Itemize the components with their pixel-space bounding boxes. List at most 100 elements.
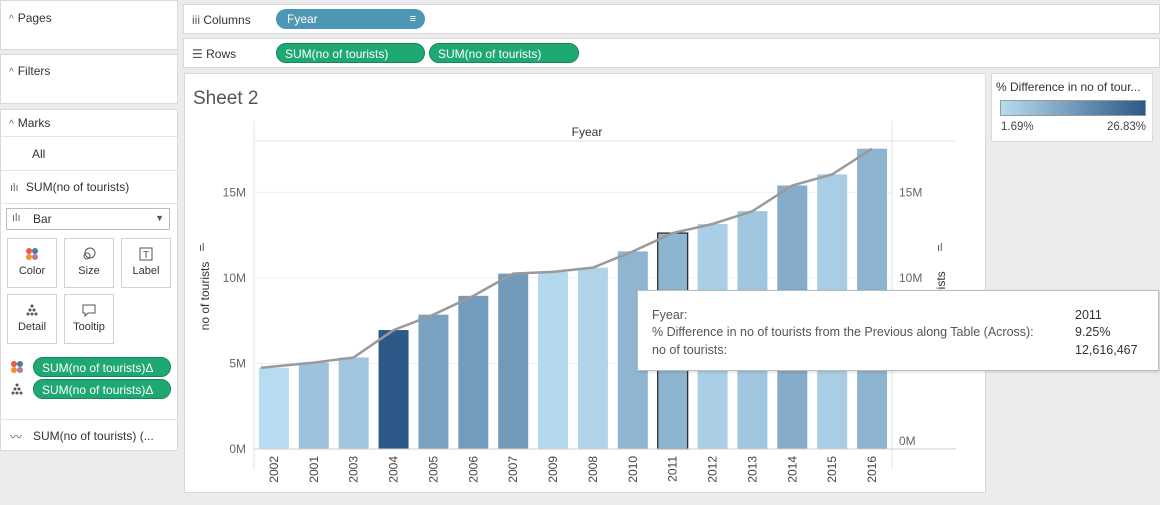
- x-tick-2013: 2013: [745, 456, 759, 483]
- tooltip-button-label: Tooltip: [73, 321, 105, 333]
- x-tick-2002: 2002: [267, 456, 281, 483]
- x-tick-2012: 2012: [706, 456, 720, 483]
- pages-card: ^ Pages: [0, 0, 178, 50]
- columns-label-text: Columns: [203, 13, 251, 27]
- legend-gradient[interactable]: [1000, 100, 1146, 116]
- bar-2002: [258, 367, 289, 449]
- bar-2006: [458, 295, 489, 449]
- line-chart-icon: 〰: [10, 430, 23, 444]
- filters-card: ^ Filters: [0, 54, 178, 104]
- sheet-view: Sheet 2 Fyear0M0M5M5M10M10M15M15Mno of t…: [184, 73, 986, 493]
- tooltip: Fyear: 2011 % Difference in no of touris…: [637, 290, 1159, 371]
- chevron-up-icon[interactable]: ^: [9, 14, 14, 25]
- chart[interactable]: Fyear0M0M5M5M10M10M15M15Mno of touristso…: [185, 74, 987, 494]
- detail-pill[interactable]: SUM(no of tourists)Δ: [33, 379, 171, 399]
- y-tick-right: 10M: [899, 271, 922, 285]
- color-icon: [10, 360, 24, 377]
- line-layer-card[interactable]: 〰 SUM(no of tourists) (...: [0, 419, 178, 451]
- bar-2001: [298, 362, 329, 449]
- tooltip-value-diff: 9.25%: [1075, 325, 1111, 339]
- tooltip-key-diff: % Difference in no of tourists from the …: [652, 325, 1034, 339]
- y-tick-left: 15M: [223, 185, 246, 199]
- x-tick-2006: 2006: [466, 456, 480, 483]
- tooltip-value-tourists: 12,616,467: [1075, 343, 1138, 357]
- marks-label: Marks: [17, 116, 51, 130]
- pages-title[interactable]: ^ Pages: [9, 11, 52, 25]
- bar-2007: [498, 273, 529, 449]
- color-icon: [8, 247, 56, 261]
- detail-icon: [8, 303, 56, 317]
- bar-2003: [338, 357, 369, 449]
- x-tick-2001: 2001: [307, 456, 321, 483]
- chevron-up-icon[interactable]: ^: [9, 67, 14, 78]
- x-tick-2010: 2010: [626, 456, 640, 483]
- size-button-label: Size: [78, 265, 100, 277]
- svg-text:T: T: [143, 250, 149, 261]
- tooltip-button[interactable]: Tooltip: [64, 294, 114, 344]
- size-icon: [65, 247, 113, 261]
- line-series: [260, 147, 873, 369]
- label-button[interactable]: T Label: [121, 238, 171, 288]
- chevron-up-icon[interactable]: ^: [9, 119, 14, 130]
- mark-type-dropdown[interactable]: ılı Bar ▼: [6, 208, 170, 230]
- size-button[interactable]: Size: [64, 238, 114, 288]
- y-tick-left: 10M: [223, 271, 246, 285]
- marks-all-tab[interactable]: All: [32, 147, 46, 161]
- tooltip-key-tourists: no of tourists:: [652, 343, 728, 357]
- rows-icon: ☰: [192, 47, 203, 61]
- x-tick-2007: 2007: [506, 456, 520, 483]
- color-button[interactable]: Color: [7, 238, 57, 288]
- rows-shelf-label: ☰ Rows: [192, 47, 236, 61]
- pages-label: Pages: [17, 11, 52, 25]
- color-legend[interactable]: % Difference in no of tour... 1.69% 26.8…: [991, 73, 1153, 142]
- x-tick-2009: 2009: [546, 456, 560, 483]
- legend-title: % Difference in no of tour...: [996, 80, 1141, 94]
- divider: [1, 170, 177, 171]
- mark-type-value: Bar: [33, 212, 52, 226]
- tooltip-value-fyear: 2011: [1075, 308, 1102, 322]
- bar-2009: [538, 271, 569, 449]
- bar-2004: [378, 330, 409, 449]
- label-button-label: Label: [132, 265, 160, 277]
- bar-2008: [577, 267, 608, 449]
- axis-bar-icon: ıl: [199, 242, 205, 254]
- x-tick-2008: 2008: [586, 456, 600, 483]
- bar-chart-icon: ılı: [10, 182, 19, 194]
- legend-max: 26.83%: [1106, 121, 1146, 133]
- y-tick-left: 0M: [229, 442, 246, 456]
- label-icon: T: [122, 247, 170, 261]
- tooltip-key-fyear: Fyear:: [652, 308, 688, 322]
- rows-label-text: Rows: [206, 47, 237, 61]
- bar-2005: [418, 314, 449, 449]
- rows-pill-2[interactable]: SUM(no of tourists): [429, 43, 579, 63]
- detail-icon: [10, 382, 24, 399]
- axis-bar-icon: ıl: [937, 242, 943, 254]
- x-tick-2004: 2004: [387, 456, 401, 483]
- legend-min: 1.69%: [1001, 121, 1034, 133]
- color-pill[interactable]: SUM(no of tourists)Δ: [33, 357, 171, 377]
- columns-pill-fyear[interactable]: Fyear ≡: [276, 9, 425, 29]
- y-axis-title-left: no of tourists: [198, 262, 212, 331]
- sheet-title: Sheet 2: [193, 88, 259, 109]
- y-tick-left: 5M: [229, 356, 246, 370]
- column-header: Fyear: [572, 125, 603, 139]
- detail-button-label: Detail: [17, 321, 47, 333]
- detail-button[interactable]: Detail: [7, 294, 57, 344]
- bar-chart-icon: ılı: [12, 212, 21, 224]
- marks-layer-sum[interactable]: ılı SUM(no of tourists): [10, 180, 186, 194]
- chevron-down-icon[interactable]: ▼: [155, 213, 164, 223]
- filters-title[interactable]: ^ Filters: [9, 64, 50, 78]
- line-layer-label: SUM(no of tourists) (...: [33, 429, 154, 443]
- divider: [1, 136, 177, 137]
- filters-label: Filters: [17, 64, 51, 78]
- marks-layer-label: SUM(no of tourists): [25, 180, 130, 194]
- x-tick-2011: 2011: [666, 456, 680, 482]
- rows-pill-1[interactable]: SUM(no of tourists): [276, 43, 425, 63]
- x-tick-2003: 2003: [347, 456, 361, 483]
- sort-icon[interactable]: ≡: [409, 13, 416, 25]
- tooltip-icon: [65, 303, 113, 318]
- color-button-label: Color: [18, 265, 46, 277]
- marks-title[interactable]: ^ Marks: [9, 116, 50, 130]
- columns-pill-label: Fyear: [287, 12, 318, 26]
- divider: [1, 203, 177, 204]
